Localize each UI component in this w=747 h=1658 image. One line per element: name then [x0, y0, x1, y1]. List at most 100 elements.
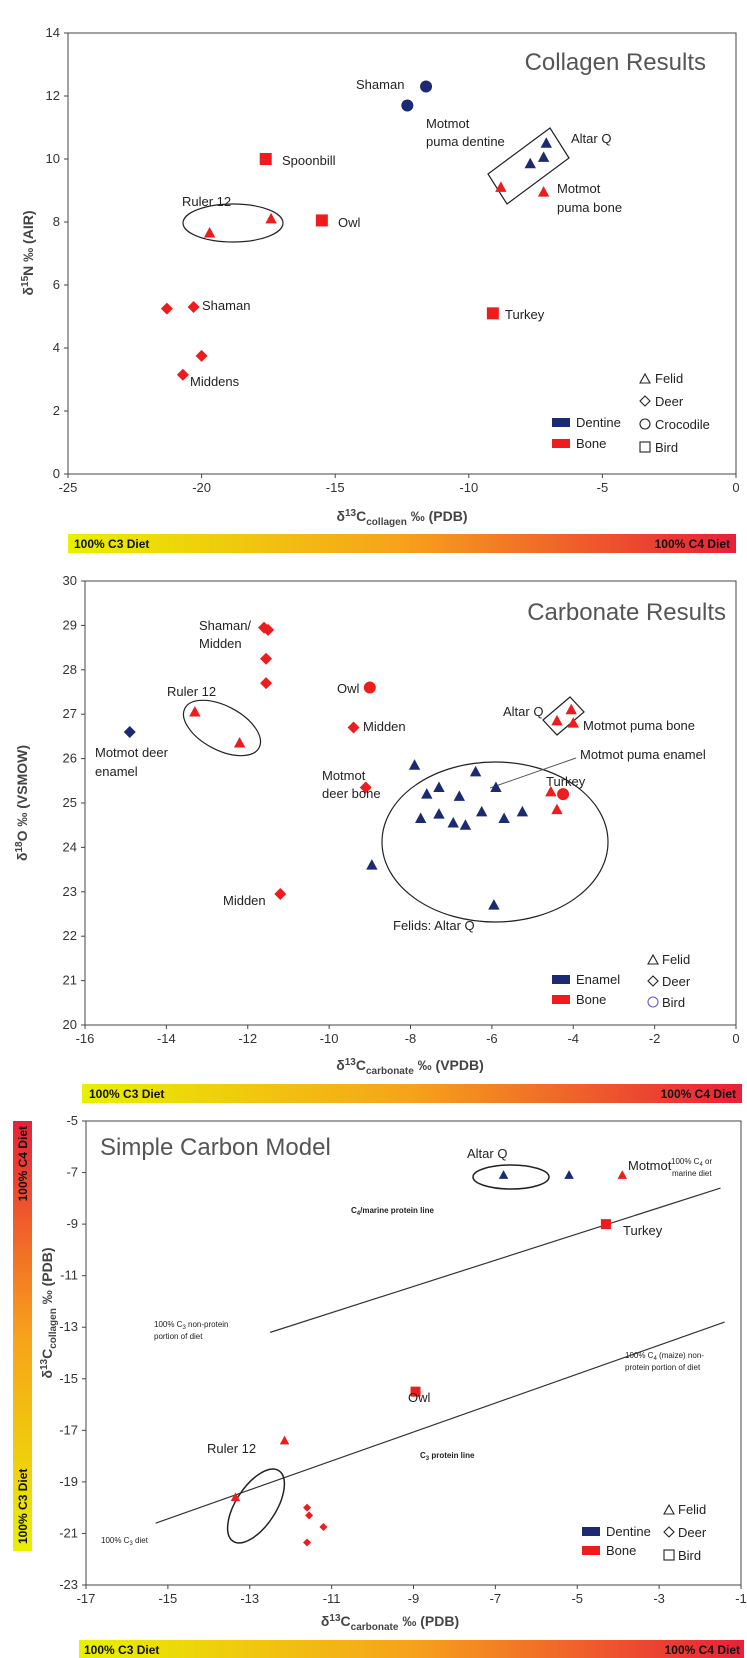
data-point-diamond: [160, 302, 173, 315]
x-tick-label: -6: [486, 1031, 498, 1046]
x-tick-label: -15: [326, 480, 345, 495]
label-shaman-low: Shaman: [202, 298, 250, 313]
data-point-triangle: [366, 859, 378, 870]
annotation-shapes: [226, 1164, 550, 1544]
note-c3-diet: 100% C3 diet: [101, 1536, 149, 1547]
annotation-shapes: [182, 696, 609, 923]
data-point-square: [486, 307, 499, 320]
label-shaman-midden-2: Midden: [199, 636, 242, 651]
legend-deer-icon: [647, 975, 659, 987]
data-point-diamond: [319, 1523, 328, 1531]
legend: Dentine Bone Felid Deer Bird: [582, 1502, 707, 1563]
x-tick-label: -1: [735, 1591, 747, 1606]
data-point-triangle: [488, 899, 500, 910]
data-point-triangle: [447, 816, 459, 828]
data-point-triangle: [540, 137, 552, 148]
y-tick-label: 12: [46, 88, 60, 103]
data-point-triangle: [453, 790, 466, 801]
ruler12-ellipse: [226, 1468, 286, 1544]
y-tick-label: 25: [63, 795, 77, 810]
data-point-triangle: [490, 781, 502, 792]
data-point-diamond: [176, 368, 189, 381]
y-axis-label: δ13Ccollagen ‰ (PDB): [39, 1248, 59, 1379]
data-point-triangle: [279, 1435, 290, 1445]
c4-line-label: C4/marine protein line: [351, 1206, 434, 1217]
label-motmot-deer-enamel-1: Motmot deer: [95, 745, 169, 760]
label-motmot-deer-enamel-2: enamel: [95, 764, 138, 779]
data-point-diamond: [260, 677, 273, 690]
label-shaman-top: Shaman: [356, 77, 404, 92]
data-point-diamond: [359, 781, 372, 794]
y-tick-label: -5: [66, 1113, 78, 1128]
legend-felid-icon: [639, 372, 651, 384]
x-tick-label: -17: [77, 1591, 96, 1606]
data-point-triangle: [459, 819, 472, 830]
legend-deer-icon: [639, 395, 651, 407]
data-point-triangle: [189, 705, 201, 717]
data-point-triangle: [414, 812, 427, 824]
data-point-diamond: [123, 725, 136, 738]
note-c4-marine-2: marine diet: [672, 1169, 712, 1178]
data-point-triangle: [408, 759, 421, 770]
x-tick-label: -16: [76, 1031, 95, 1046]
gradient-right-label: 100% C4 Diet: [661, 1087, 736, 1101]
legend-felid-icon: [647, 953, 659, 965]
diet-gradient-bar: [79, 1640, 744, 1658]
diet-gradient-bar: [82, 1084, 742, 1103]
data-point-triangle: [265, 212, 277, 224]
carbonate-panel: -16 -14 -12 -10 -8 -6 -4 -2 0 20 21 22 23 24 25 26 27 28 2…: [14, 573, 742, 1103]
label-turkey: Turkey: [505, 307, 545, 322]
gradient-right-label: 100% C4 Diet: [655, 537, 730, 551]
data-point-square: [259, 153, 272, 165]
legend-bone: Bone: [576, 436, 606, 451]
x-tick-label: -11: [323, 1591, 341, 1606]
x-tick-label: -5: [597, 480, 609, 495]
label-ruler12: Ruler 12: [182, 194, 231, 209]
x-tick-label: -10: [320, 1031, 339, 1046]
legend-dentine: Dentine: [606, 1524, 651, 1539]
data-points: [160, 80, 552, 381]
y-tick-label: 22: [63, 928, 77, 943]
data-point-triangle: [567, 717, 579, 728]
label-motmot-deer-bone-2: deer bone: [322, 786, 381, 801]
y-tick-label: 2: [53, 403, 60, 418]
legend-enamel: Enamel: [576, 972, 620, 987]
note-c4-marine-1: 100% C4 or: [671, 1157, 712, 1168]
data-point-triangle: [537, 151, 550, 162]
altarq-box: [542, 696, 585, 736]
gradient-top-label: 100% C4 Diet: [16, 1126, 30, 1201]
data-points: [123, 621, 579, 910]
legend-bird: Bird: [662, 995, 685, 1010]
data-point-triangle: [551, 714, 563, 726]
ruler12-ellipse: [182, 203, 284, 243]
puma-enamel-leader: [489, 757, 577, 789]
gradient-right-label: 100% C4 Diet: [665, 1643, 740, 1657]
data-point-triangle: [469, 765, 482, 777]
collagen-panel: -25 -20 -15 -10 -5 0 0 2 4 6 8 10 12 14 Collagen Resu…: [20, 25, 740, 553]
y-tick-label: 10: [46, 151, 60, 166]
label-altarq: Altar Q: [503, 704, 543, 719]
data-points: [230, 1170, 628, 1547]
diet-gradient-bar: [68, 534, 736, 553]
x-tick-label: 0: [732, 480, 739, 495]
y-tick-label: 27: [63, 706, 77, 721]
label-motmot-bone-1: Motmot: [557, 181, 601, 196]
x-tick-label: -12: [238, 1031, 257, 1046]
x-tick-label: -2: [649, 1031, 661, 1046]
y-tick-label: -11: [60, 1268, 78, 1283]
note-c4-maize-1: 100% C4 (maize) non-: [625, 1351, 704, 1362]
data-point-triangle: [564, 1170, 574, 1179]
chart-title: Carbonate Results: [527, 599, 726, 626]
data-point-square: [600, 1219, 611, 1230]
altarq-ellipse: [472, 1164, 550, 1190]
x-tick-label: -15: [158, 1591, 177, 1606]
y-tick-label: -17: [59, 1422, 78, 1437]
data-point-triangle: [617, 1170, 628, 1179]
y-tick-label: 26: [63, 751, 77, 766]
data-point-triangle: [498, 812, 510, 824]
y-tick-label: 23: [63, 884, 77, 899]
x-tick-label: -4: [567, 1031, 579, 1046]
data-point-triangle: [498, 1170, 509, 1179]
data-point-diamond: [262, 623, 275, 636]
